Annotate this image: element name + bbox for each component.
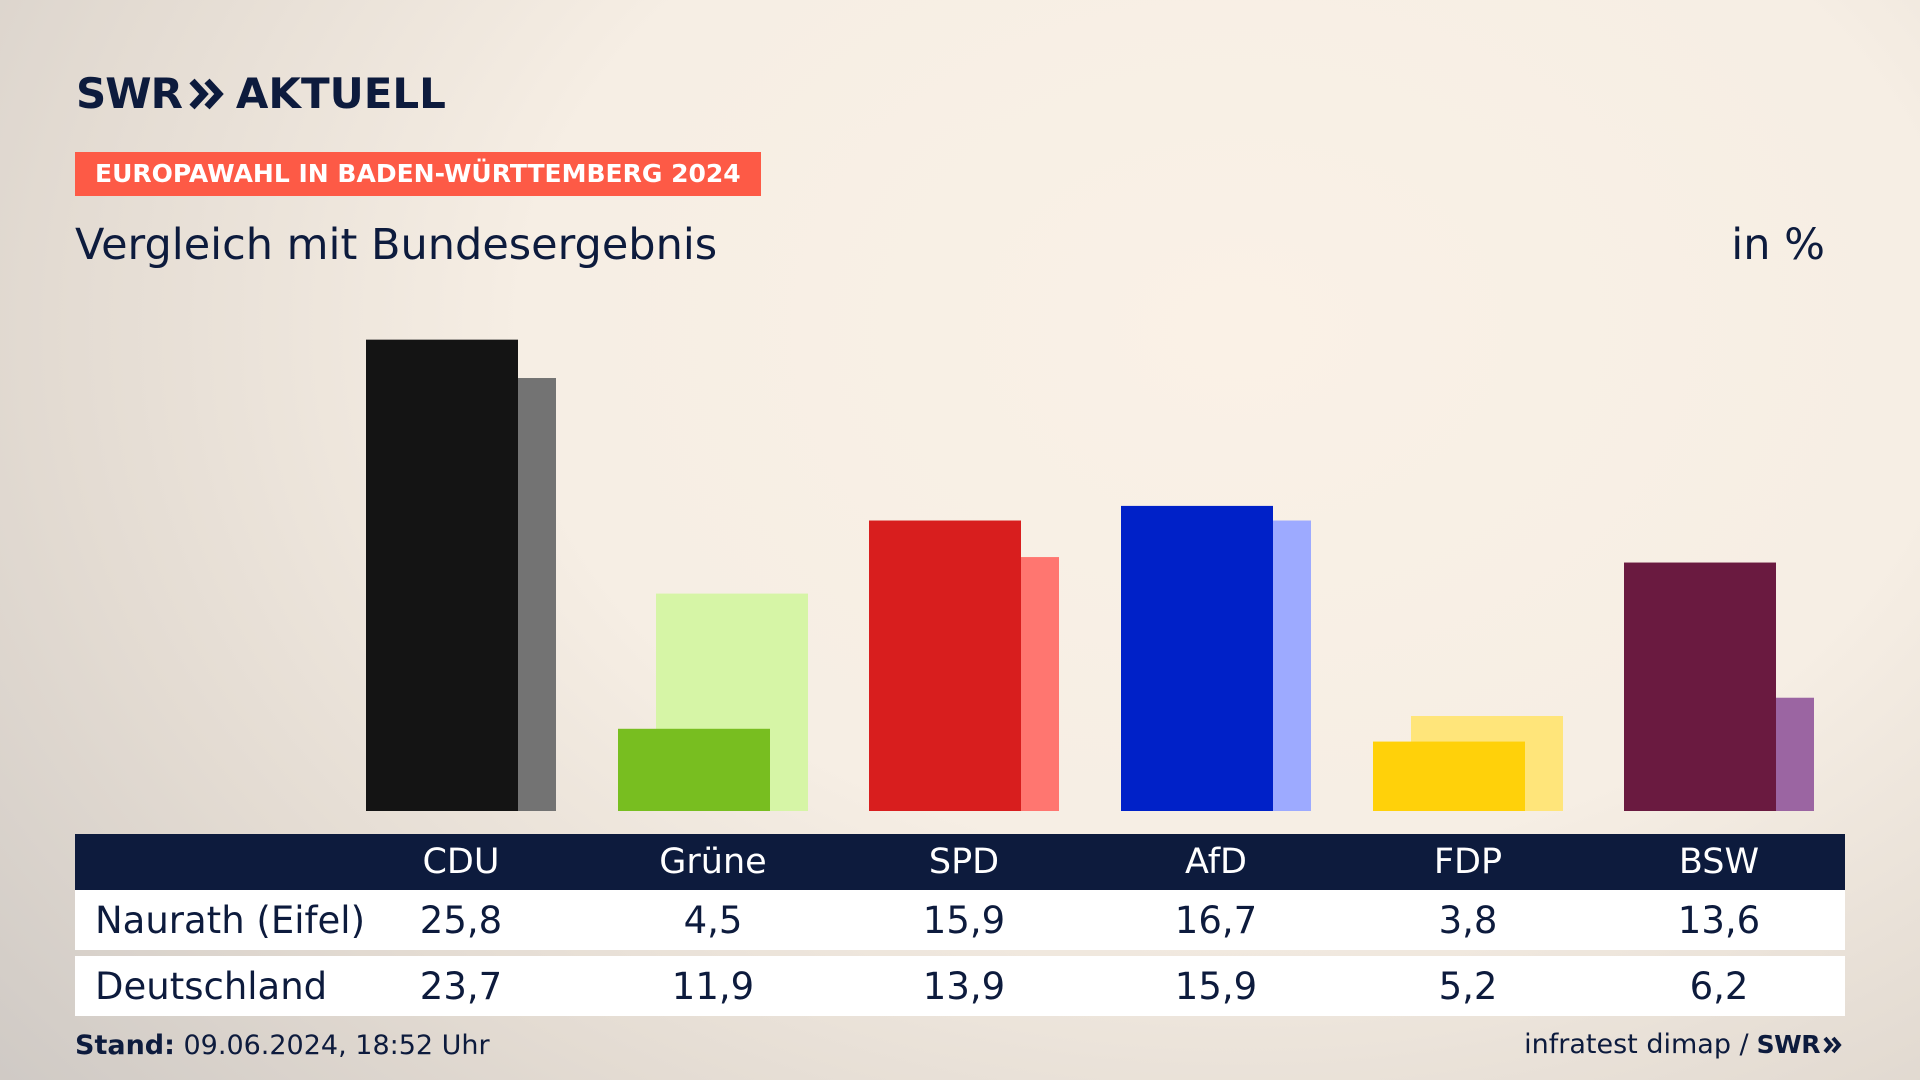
value-cell: 13,9 — [922, 964, 1006, 1008]
logo-swr-text: SWR — [76, 69, 183, 118]
value-cell: 3,8 — [1438, 898, 1498, 942]
value-cell: 5,2 — [1438, 964, 1498, 1008]
swr-aktuell-logo: SWR AKTUELL — [76, 70, 446, 118]
double-chevron-icon — [1823, 1036, 1842, 1053]
value-cell: 15,9 — [922, 898, 1006, 942]
chart-subtitle: Vergleich mit Bundesergebnis — [75, 220, 718, 270]
value-cell: 11,9 — [671, 964, 755, 1008]
logo-aktuell-text: AKTUELL — [235, 69, 446, 118]
party-header: CDU — [422, 842, 500, 882]
table-row: Deutschland 23,7 11,9 13,9 15,9 5,2 6,2 — [75, 956, 1845, 1016]
party-header: Grüne — [659, 842, 767, 882]
bar-local-bsw — [1624, 562, 1776, 811]
party-header: BSW — [1678, 842, 1760, 882]
party-header: FDP — [1433, 842, 1503, 882]
stand-timestamp: Stand: 09.06.2024, 18:52 Uhr — [75, 1030, 490, 1061]
stand-value: 09.06.2024, 18:52 Uhr — [174, 1030, 490, 1061]
value-cell: 6,2 — [1689, 964, 1749, 1008]
party-header: SPD — [928, 842, 1000, 882]
bar-local-grüne — [618, 728, 770, 811]
table-row: Naurath (Eifel) 25,8 4,5 15,9 16,7 3,8 13,6 — [75, 890, 1845, 950]
party-header: AfD — [1185, 842, 1247, 882]
value-cell: 13,6 — [1677, 898, 1761, 942]
double-chevron-icon — [189, 78, 224, 110]
bar-local-spd — [869, 520, 1021, 811]
row-label: Deutschland — [95, 964, 328, 1008]
value-cell: 25,8 — [419, 898, 503, 942]
source-brand: SWR — [1756, 1030, 1821, 1059]
value-cell: 16,7 — [1174, 898, 1258, 942]
table-header-row: CDU Grüne SPD AfD FDP BSW — [75, 834, 1845, 890]
source-text: infratest dimap / — [1524, 1029, 1749, 1060]
bar-local-cdu — [366, 339, 518, 811]
value-cell: 15,9 — [1174, 964, 1258, 1008]
source-credit: infratest dimap / SWR — [1524, 1029, 1844, 1060]
bar-local-fdp — [1373, 741, 1525, 811]
value-cell: 4,5 — [683, 898, 743, 942]
value-cell: 23,7 — [419, 964, 503, 1008]
stand-label: Stand: — [75, 1030, 175, 1061]
election-tag: EUROPAWAHL IN BADEN-WÜRTTEMBERG 2024 — [75, 152, 761, 196]
row-label: Naurath (Eifel) — [95, 898, 366, 942]
unit-label: in % — [1731, 220, 1825, 270]
results-table: CDU Grüne SPD AfD FDP BSW Naurath (Eifel) 25,… — [75, 834, 1845, 1016]
bar-local-afd — [1121, 505, 1273, 811]
